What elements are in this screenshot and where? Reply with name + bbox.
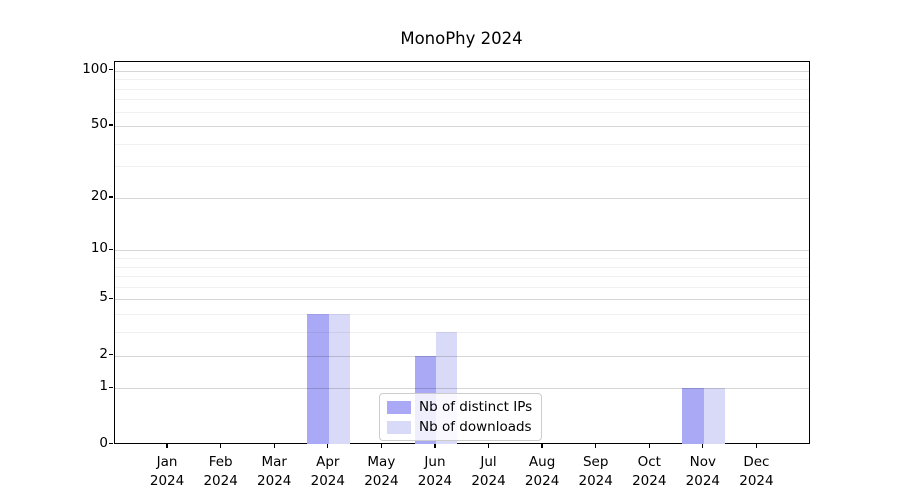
x-axis-tick [487, 443, 490, 448]
legend-swatch-distinct-ips-icon [387, 400, 411, 414]
bar-distinct-ips-nov [682, 388, 704, 445]
gridline-minor [114, 79, 809, 81]
legend-label-distinct-ips: Nb of distinct IPs [419, 399, 533, 415]
bar-downloads-apr [328, 314, 351, 445]
x-axis-tick-label: Dec 2024 [739, 453, 774, 490]
x-axis-tick [541, 443, 543, 448]
y-axis-tick-label: 5 [99, 289, 108, 306]
chart-title: MonoPhy 2024 [400, 29, 523, 48]
gridline-minor [114, 276, 809, 278]
y-axis-tick [108, 196, 113, 198]
gridline-minor [114, 143, 809, 145]
y-axis-tick [108, 442, 113, 445]
x-axis-tick-label: Aug 2024 [524, 453, 560, 490]
x-axis-tick-label: Nov 2024 [685, 453, 721, 490]
gridline-major [114, 299, 809, 301]
x-axis-tick-label: Sep 2024 [578, 453, 613, 490]
x-axis-tick [595, 443, 597, 448]
x-axis-tick [755, 443, 758, 448]
y-axis-tick-label: 100 [82, 60, 108, 77]
y-axis-tick [108, 297, 113, 300]
gridline-minor [114, 111, 809, 113]
bar-downloads-nov [703, 388, 726, 445]
x-axis-tick-label: Apr 2024 [310, 453, 345, 490]
x-axis-tick [327, 443, 329, 448]
y-axis-tick-label: 20 [90, 187, 108, 204]
gridline-minor [114, 314, 809, 316]
y-axis-tick [108, 353, 113, 356]
gridline-major [114, 70, 809, 72]
y-axis-tick [108, 124, 113, 126]
x-axis-tick [648, 443, 650, 448]
gridline-major [114, 388, 809, 390]
x-axis-tick [380, 443, 383, 448]
y-axis-tick-label: 0 [99, 434, 108, 451]
x-axis-tick [220, 443, 222, 448]
gridline-minor [114, 286, 809, 288]
gridline-minor [114, 88, 809, 90]
x-axis-tick-label: Jun 2024 [417, 453, 453, 490]
y-axis-tick-label: 10 [90, 240, 108, 257]
legend: Nb of distinct IPs Nb of downloads [379, 393, 543, 441]
gridline-minor [114, 166, 809, 168]
gridline-minor [114, 266, 809, 268]
legend-item-distinct-ips: Nb of distinct IPs [387, 399, 532, 415]
x-axis-tick [273, 443, 275, 448]
x-axis-tick [702, 443, 704, 448]
bar-distinct-ips-apr [307, 314, 329, 445]
x-axis-tick [166, 443, 168, 448]
gridline-major [114, 250, 809, 252]
plot-area [113, 61, 810, 445]
legend-item-downloads: Nb of downloads [387, 419, 532, 435]
gridline-major [114, 126, 809, 128]
y-axis-tick [108, 248, 113, 250]
x-axis-tick-label: Feb 2024 [203, 453, 238, 490]
x-axis-tick-label: Jul 2024 [471, 453, 506, 490]
y-axis-tick-label: 2 [99, 345, 108, 362]
legend-label-downloads: Nb of downloads [419, 419, 532, 435]
y-axis-tick [108, 386, 113, 388]
x-axis-tick-label: Mar 2024 [257, 453, 292, 490]
gridline-minor [114, 258, 809, 259]
gridline-major [114, 355, 809, 357]
legend-swatch-downloads-icon [387, 420, 411, 434]
gridline-minor [114, 332, 809, 334]
y-axis-tick-label: 50 [90, 116, 108, 133]
x-axis-tick-label: Jan 2024 [149, 453, 185, 490]
y-axis-tick-label: 1 [99, 378, 108, 395]
x-axis-tick-label: Oct 2024 [632, 453, 667, 490]
y-axis-tick [108, 69, 113, 71]
x-axis-tick [434, 443, 436, 448]
gridline-minor [114, 99, 809, 101]
x-axis-tick-label: May 2024 [364, 453, 399, 490]
gridline-major [114, 197, 809, 199]
